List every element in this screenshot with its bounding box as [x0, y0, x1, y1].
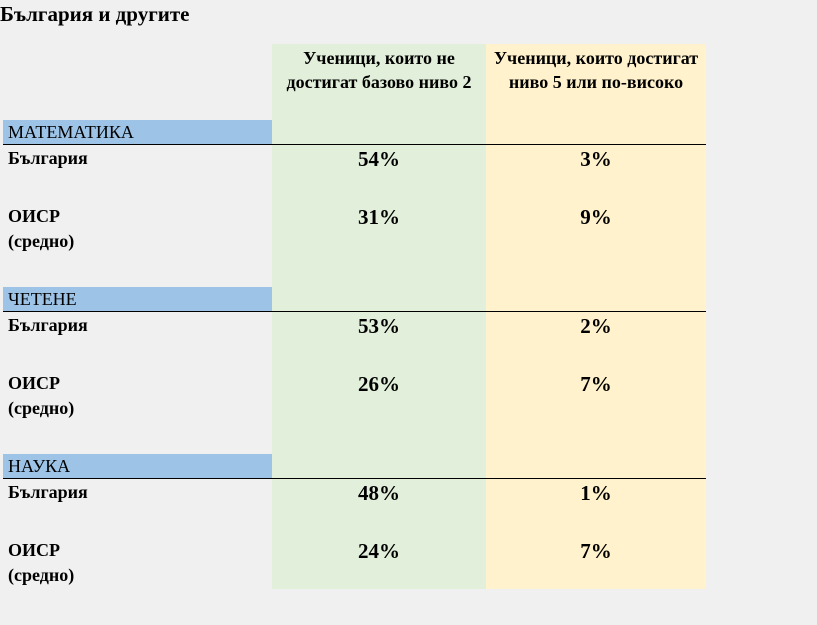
cell-value: 9% [580, 205, 612, 229]
column-header: Ученици, които не достигат базово ниво 2 [286, 48, 472, 92]
row-label: ОИСР (средно) [8, 206, 75, 251]
row-label: ОИСР (средно) [8, 540, 75, 585]
cell-value: 2% [580, 314, 612, 338]
cell-value: 48% [358, 481, 400, 505]
section-header: НАУКА [3, 454, 272, 478]
cell-value: 26% [358, 372, 400, 396]
title: България и другите [0, 2, 190, 26]
separator [3, 311, 706, 312]
cell-value: 7% [580, 539, 612, 563]
row-label: България [8, 315, 88, 335]
cell-value: 24% [358, 539, 400, 563]
cell-value: 7% [580, 372, 612, 396]
column-header: Ученици, които достигат ниво 5 или по-ви… [493, 48, 699, 92]
cell-value: 54% [358, 147, 400, 171]
cell-value: 3% [580, 147, 612, 171]
row-label: България [8, 148, 88, 168]
separator [3, 144, 706, 145]
section-header: ЧЕТЕНЕ [3, 287, 272, 311]
row-label: България [8, 482, 88, 502]
row-label: ОИСР (средно) [8, 373, 75, 418]
cell-value: 53% [358, 314, 400, 338]
column-bg [272, 44, 486, 589]
column-bg [486, 44, 706, 589]
separator [3, 478, 706, 479]
cell-value: 1% [580, 481, 612, 505]
section-header: МАТЕМАТИКА [3, 120, 272, 144]
cell-value: 31% [358, 205, 400, 229]
